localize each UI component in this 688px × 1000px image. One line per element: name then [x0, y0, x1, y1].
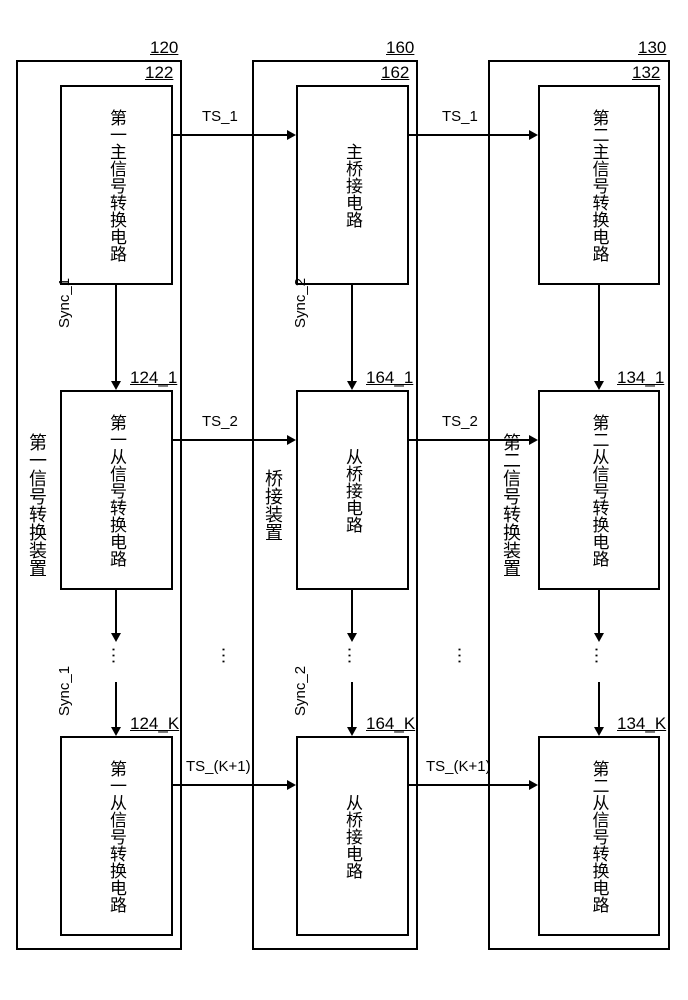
device-120-title-area: 第一信号转换装置: [18, 62, 56, 948]
device-120-title: 第一信号转换装置: [18, 62, 56, 948]
arrow-164-1-down: [347, 590, 357, 642]
device-160-title-area: 桥接装置: [254, 62, 292, 948]
box-132: 第二主信号转换电路: [538, 85, 660, 285]
box-132-ref: 132: [632, 63, 660, 83]
vdots-120: ⋯: [103, 647, 124, 667]
arrow-164-K-to-134-K: [409, 780, 538, 790]
arrow-122-to-124-1: [111, 285, 121, 390]
box-122-label: 第一主信号转换电路: [62, 87, 171, 283]
box-134-1: 第二从信号转换电路: [538, 390, 660, 590]
sync2-label-1: Sync_2: [292, 278, 309, 328]
box-122-ref: 122: [145, 63, 173, 83]
box-162: 主桥接电路: [296, 85, 409, 285]
arrow-to-164-K: [347, 682, 357, 736]
box-164-1-label: 从桥接电路: [298, 392, 407, 588]
arrow-to-124-K: [111, 682, 121, 736]
device-160-ref: 160: [386, 38, 414, 58]
vdots-between-160-130: ⋯: [449, 647, 470, 667]
diagram-container: 第一信号转换装置 120 第一主信号转换电路 122 第一从信号转换电路 124…: [0, 0, 688, 1000]
box-162-ref: 162: [381, 63, 409, 83]
box-134-K-ref: 134_K: [617, 714, 666, 734]
device-130-title: 第二信号转换装置: [490, 62, 532, 948]
box-164-K-ref: 164_K: [366, 714, 415, 734]
box-134-K: 第二从信号转换电路: [538, 736, 660, 936]
box-124-K-ref: 124_K: [130, 714, 179, 734]
vdots-160: ⋯: [339, 647, 360, 667]
box-164-K-label: 从桥接电路: [298, 738, 407, 934]
arrow-162-to-164-1: [347, 285, 357, 390]
device-130-ref: 130: [638, 38, 666, 58]
device-160-title: 桥接装置: [254, 62, 292, 948]
arrow-122-to-162: [173, 130, 296, 140]
arrow-162-to-132: [409, 130, 538, 140]
vdots-between-120-160: ⋯: [213, 647, 234, 667]
box-124-1: 第一从信号转换电路: [60, 390, 173, 590]
box-164-1: 从桥接电路: [296, 390, 409, 590]
arrow-124-1-down: [111, 590, 121, 642]
box-134-1-ref: 134_1: [617, 368, 664, 388]
box-124-1-ref: 124_1: [130, 368, 177, 388]
sync1-label-1: Sync_1: [56, 278, 73, 328]
sync2-label-2: Sync_2: [292, 666, 309, 716]
box-134-1-label: 第二从信号转换电路: [540, 392, 658, 588]
box-134-K-label: 第二从信号转换电路: [540, 738, 658, 934]
box-164-K: 从桥接电路: [296, 736, 409, 936]
box-124-K-label: 第一从信号转换电路: [62, 738, 171, 934]
ts1-label-a: TS_1: [202, 108, 238, 125]
tsk1-label-a: TS_(K+1): [186, 758, 251, 775]
box-132-label: 第二主信号转换电路: [540, 87, 658, 283]
vdots-130: ⋯: [586, 647, 607, 667]
arrow-124-1-to-164-1: [173, 435, 296, 445]
box-122: 第一主信号转换电路: [60, 85, 173, 285]
device-120-ref: 120: [150, 38, 178, 58]
arrow-164-1-to-134-1: [409, 435, 538, 445]
box-124-1-label: 第一从信号转换电路: [62, 392, 171, 588]
arrow-134-1-down: [594, 590, 604, 642]
sync1-label-2: Sync_1: [56, 666, 73, 716]
ts1-label-b: TS_1: [442, 108, 478, 125]
arrow-124-K-to-164-K: [173, 780, 296, 790]
box-164-1-ref: 164_1: [366, 368, 413, 388]
tsk1-label-b: TS_(K+1): [426, 758, 491, 775]
arrow-to-134-K: [594, 682, 604, 736]
ts2-label-a: TS_2: [202, 413, 238, 430]
box-124-K: 第一从信号转换电路: [60, 736, 173, 936]
ts2-label-b: TS_2: [442, 413, 478, 430]
box-162-label: 主桥接电路: [298, 87, 407, 283]
device-130-title-area: 第二信号转换装置: [490, 62, 532, 948]
arrow-132-to-134-1: [594, 285, 604, 390]
